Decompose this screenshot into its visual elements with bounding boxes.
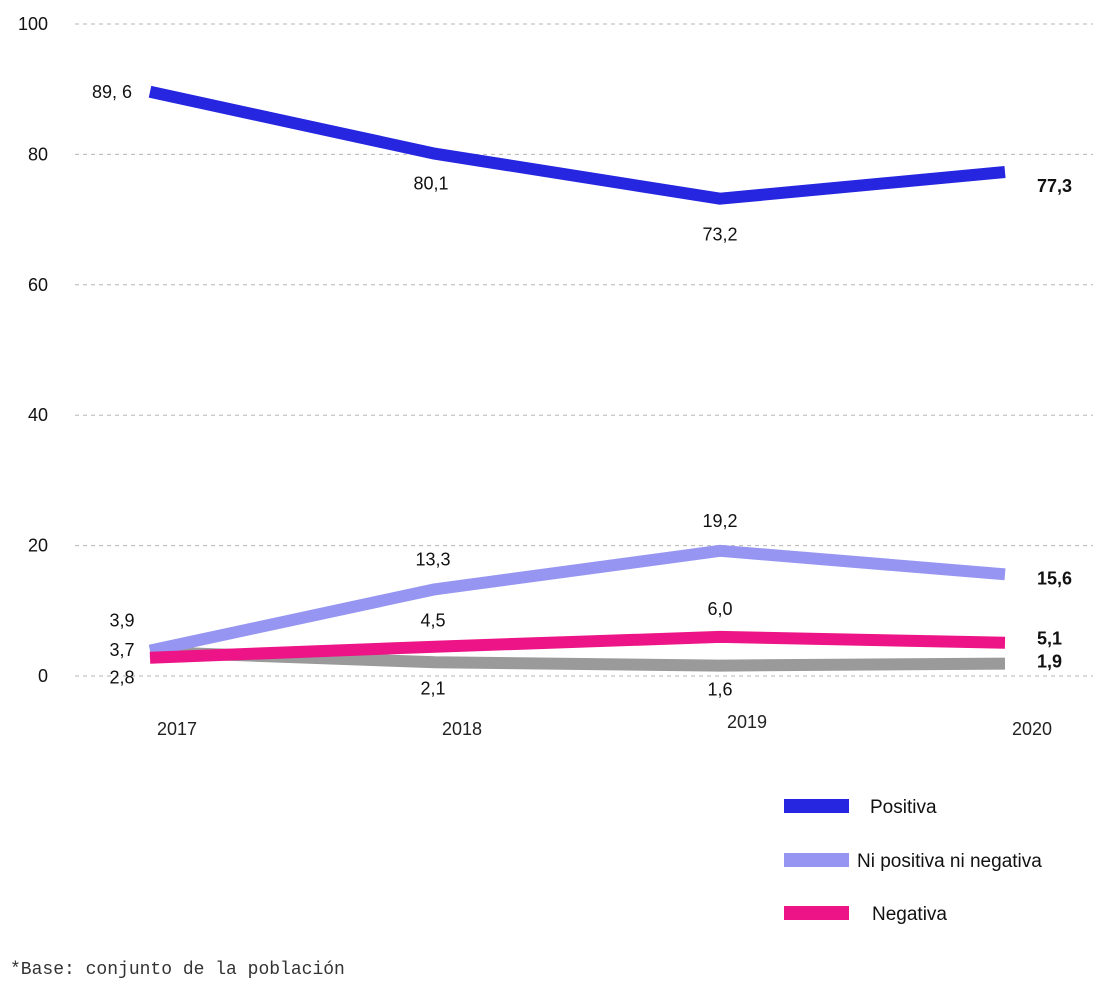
legend-swatch — [784, 799, 849, 813]
series-line-ni-positiva-ni-negativa — [148, 544, 1006, 657]
x-tick-label: 2018 — [442, 719, 482, 739]
y-tick-label: 40 — [28, 405, 48, 425]
data-label: 2,8 — [109, 668, 134, 688]
legend-label: Negativa — [872, 904, 947, 925]
line-chart: 0 20 40 60 80 100 2017 2018 2019 2020 89, 6 80,1 7… — [18, 14, 1093, 925]
data-label: 77,3 — [1037, 176, 1072, 196]
x-tick-label: 2017 — [157, 719, 197, 739]
x-tick-label: 2019 — [727, 712, 767, 732]
data-label: 2,1 — [420, 678, 445, 698]
legend-label: Positiva — [870, 797, 937, 818]
gridlines — [75, 23, 1093, 677]
data-label: 13,3 — [415, 549, 450, 569]
data-label: 19,2 — [702, 511, 737, 531]
data-label: 1,6 — [707, 680, 732, 700]
data-labels: 89, 6 80,1 73,2 77,3 3,9 13,3 19,2 15,6 2,8 4,5 6,… — [92, 82, 1072, 700]
data-label: 5,1 — [1037, 629, 1062, 649]
y-tick-label: 0 — [38, 666, 48, 686]
data-label: 1,9 — [1037, 652, 1062, 672]
data-label: 89, 6 — [92, 82, 132, 102]
series-line-negativa — [149, 630, 1006, 664]
series-lines — [148, 85, 1006, 672]
data-label: 73,2 — [702, 225, 737, 245]
x-tick-label: 2020 — [1012, 719, 1052, 739]
x-axis-ticks: 2017 2018 2019 2020 — [157, 712, 1052, 739]
legend-swatch — [784, 906, 849, 920]
legend: Positiva Ni positiva ni negativa Negativa — [784, 797, 1042, 925]
data-label: 3,7 — [109, 640, 134, 660]
data-label: 15,6 — [1037, 568, 1072, 588]
y-axis-ticks: 0 20 40 60 80 100 — [18, 14, 48, 686]
data-label: 80,1 — [413, 174, 448, 194]
footnote: *Base: conjunto de la población — [10, 960, 345, 980]
y-tick-label: 20 — [28, 536, 48, 556]
data-label: 6,0 — [707, 599, 732, 619]
legend-label: Ni positiva ni negativa — [857, 851, 1042, 872]
y-tick-label: 100 — [18, 14, 48, 34]
series-line-positiva — [148, 85, 1006, 205]
y-tick-label: 80 — [28, 144, 48, 164]
y-tick-label: 60 — [28, 275, 48, 295]
legend-swatch — [784, 853, 849, 867]
data-label: 4,5 — [420, 611, 445, 631]
data-label: 3,9 — [109, 611, 134, 631]
